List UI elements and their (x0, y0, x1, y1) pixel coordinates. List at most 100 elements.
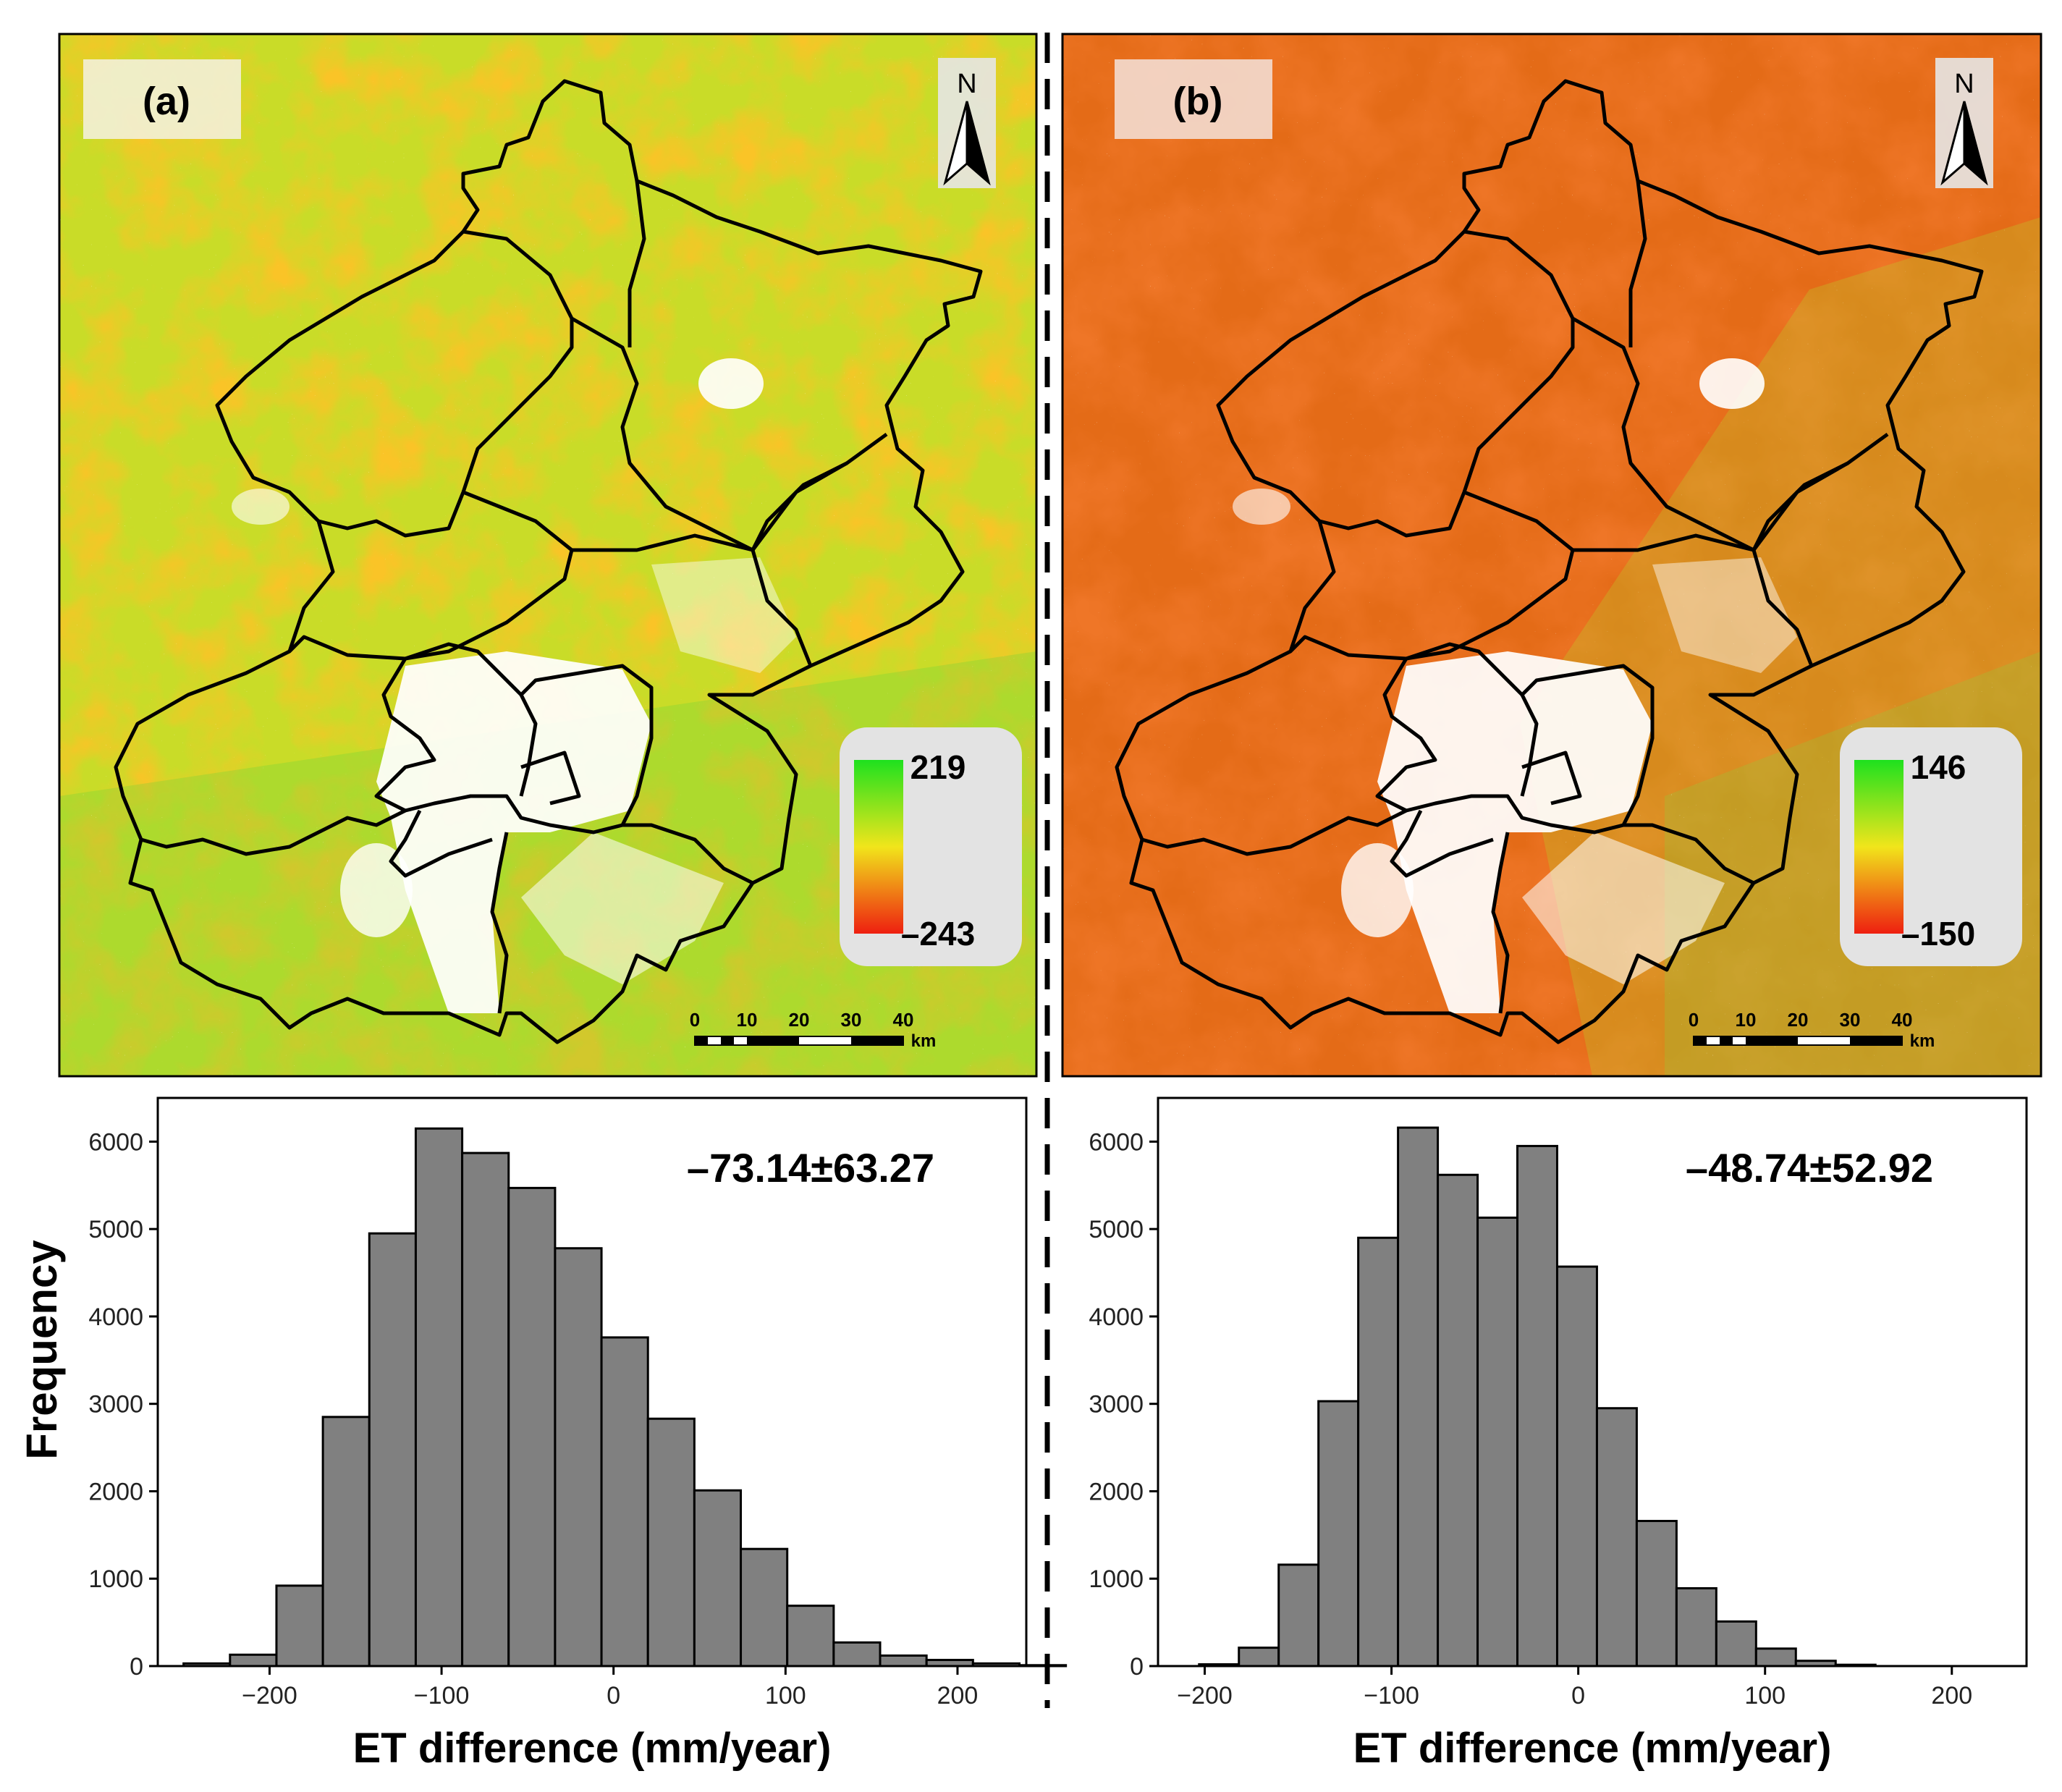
hist-b-bar-1 (1238, 1647, 1280, 1668)
hist-b-xtick-label-3: 100 (1744, 1682, 1786, 1709)
hist-b-bar-10 (1595, 1407, 1638, 1668)
hist-b-bar-3 (1317, 1400, 1360, 1668)
hist-a-bar-2 (275, 1584, 324, 1668)
hist-b-xtick-label-2: 0 (1571, 1682, 1585, 1709)
hist-a-ytick-label-5: 5000 (88, 1216, 143, 1243)
hist-a-bar-1 (229, 1653, 278, 1668)
hist-b-ytick-label-2: 2000 (1089, 1478, 1144, 1505)
scale-a-tick-0: 0 (690, 1009, 700, 1031)
north-label-a: N (957, 69, 976, 99)
hist-a-bar-9 (600, 1336, 649, 1668)
hist-b-bar-16 (1834, 1663, 1877, 1668)
hist-a-bar-13 (786, 1605, 835, 1668)
hist-a-bar-7 (507, 1186, 557, 1668)
hist-a-bar-4 (368, 1232, 417, 1668)
scale-b-tick-10: 10 (1736, 1009, 1757, 1031)
north-arrow-b: N (1935, 58, 1993, 188)
north-label-b: N (1954, 69, 1974, 99)
hist-b-bar-6 (1437, 1173, 1479, 1668)
colorbar-b-max: 146 (1911, 748, 1966, 786)
hist-b-bar-9 (1555, 1265, 1598, 1668)
hist-b-ytick-label-5: 5000 (1089, 1216, 1144, 1243)
hist-b-ytick-label-0: 0 (1130, 1653, 1144, 1681)
hist-a-xtick-label-2: 0 (607, 1682, 620, 1709)
hist-b-xtick-label-1: −100 (1364, 1682, 1419, 1709)
hist-b-bar-11 (1635, 1520, 1678, 1668)
hist-b-xtick-label-0: −200 (1177, 1682, 1233, 1709)
scale-a-unit: km (911, 1031, 937, 1051)
hist-a-bar-12 (740, 1547, 789, 1668)
hist-a-ytick-label-1: 1000 (88, 1565, 143, 1593)
colorbar-a: 219 –243 (840, 727, 1022, 966)
scale-b-tick-20: 20 (1788, 1009, 1809, 1031)
hist-b-bar-15 (1794, 1660, 1837, 1668)
colorbar-b: 146 –150 (1840, 727, 2022, 966)
scale-b-tick-0: 0 (1689, 1009, 1699, 1031)
hist-b-bar-13 (1715, 1620, 1757, 1668)
hist-b-xtick-label-4: 200 (1931, 1682, 1972, 1709)
map-a-frame (58, 33, 1038, 1078)
hist-b-ytick-label-4: 4000 (1089, 1303, 1144, 1331)
hist-a-bar-11 (693, 1489, 743, 1668)
hist-a-xtick-label-3: 100 (765, 1682, 806, 1709)
hist-b-bar-12 (1675, 1587, 1717, 1668)
hist-a-bar-3 (321, 1416, 371, 1668)
scale-b-tick-40: 40 (1892, 1009, 1913, 1031)
map-panel-a: (a) N 219 –243 0 10 20 30 40 km (58, 33, 1038, 1078)
colorbar-b-min: –150 (1901, 915, 1975, 952)
hist-b-bar-7 (1476, 1216, 1519, 1668)
scale-bar-b: 0 10 20 30 40 km (1689, 1009, 1935, 1051)
hist-a-xtick-label-4: 200 (937, 1682, 979, 1709)
histogram-b-xlabel: ET difference (mm/year) (1353, 1725, 1832, 1772)
colorbar-a-ramp (854, 760, 903, 934)
hist-a-bar-8 (554, 1247, 603, 1668)
scale-bar-a: 0 10 20 30 40 km (690, 1009, 937, 1051)
hist-b-ytick-label-1: 1000 (1089, 1565, 1144, 1593)
hist-a-bar-6 (461, 1151, 510, 1668)
map-b-frame (1061, 33, 2042, 1078)
scale-a-tick-40: 40 (893, 1009, 914, 1031)
hist-b-bar-2 (1277, 1563, 1320, 1668)
hist-b-bar-0 (1198, 1663, 1241, 1668)
hist-a-bar-15 (879, 1654, 928, 1668)
hist-a-xtick-label-1: −100 (414, 1682, 470, 1709)
scale-a-tick-20: 20 (789, 1009, 810, 1031)
hist-a-bar-0 (182, 1662, 232, 1668)
hist-a-bar-14 (832, 1641, 882, 1668)
hist-a-ytick-label-6: 6000 (88, 1128, 143, 1156)
hist-a-bar-17 (971, 1662, 1021, 1668)
shared-ylabel: Frequency (17, 1240, 66, 1460)
hist-a-ytick-label-0: 0 (130, 1653, 143, 1681)
hist-a-ytick-label-2: 2000 (88, 1478, 143, 1505)
hist-a-bar-18 (1018, 1664, 1068, 1668)
scale-a-tick-10: 10 (737, 1009, 758, 1031)
hist-b-bar-4 (1357, 1236, 1400, 1668)
colorbar-b-ramp (1854, 760, 1903, 934)
hist-a-bar-10 (646, 1417, 696, 1668)
hist-a-xtick-label-0: −200 (242, 1682, 297, 1709)
north-arrow-a: N (938, 58, 996, 188)
hist-b-bar-14 (1754, 1647, 1797, 1668)
scale-b-unit: km (1910, 1031, 1935, 1051)
colorbar-a-max: 219 (910, 748, 966, 786)
hist-b-ytick-label-6: 6000 (1089, 1128, 1144, 1156)
hist-a-bar-16 (925, 1659, 974, 1668)
panel-label-b: (b) (1173, 80, 1223, 123)
hist-a-bar-5 (414, 1127, 464, 1668)
histogram-a-xlabel: ET difference (mm/year) (353, 1725, 832, 1772)
map-panel-b: (b) N 146 –150 0 10 20 30 40 km (1061, 33, 2042, 1078)
panel-label-a: (a) (143, 80, 190, 123)
panel-label-box-a (83, 59, 241, 139)
hist-a-ytick-label-4: 4000 (88, 1303, 143, 1331)
hist-a-ytick-label-3: 3000 (88, 1391, 143, 1419)
hist-b-bar-8 (1516, 1144, 1558, 1668)
scale-b-tick-30: 30 (1840, 1009, 1861, 1031)
histogram-a-annotation: –73.14±63.27 (687, 1145, 934, 1191)
histogram-b-annotation: –48.74±52.92 (1686, 1145, 1933, 1191)
histogram-b: –48.74±52.92 ET difference (mm/year) −20… (1089, 1096, 2028, 1772)
colorbar-a-min: –243 (901, 915, 975, 952)
histogram-a: –73.14±63.27 ET difference (mm/year) −20… (88, 1096, 1068, 1772)
scale-a-tick-30: 30 (841, 1009, 862, 1031)
hist-b-ytick-label-3: 3000 (1089, 1391, 1144, 1419)
